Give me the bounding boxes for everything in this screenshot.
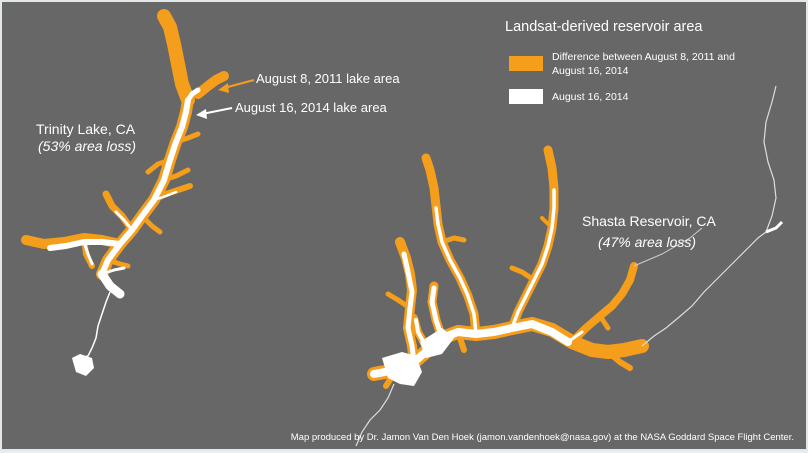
shasta-loss-label: (47% area loss) [598,234,697,250]
trinity-afterbay [72,354,94,376]
annotation-2011-lake-area: August 8, 2011 lake area [256,71,400,86]
legend-swatch-difference [509,56,543,71]
lower-mccloud-river [633,227,703,267]
shasta-reservoir [355,85,784,447]
trinity-loss-label: (53% area loss) [38,138,137,154]
shasta-lake-body [382,352,422,386]
arrow-2011-head [218,83,229,93]
arrow-2014-head [196,109,207,119]
legend-label-difference: Difference between August 8, 2011 and Au… [552,51,735,77]
arrow-2014 [201,107,233,115]
pit-river [641,231,767,347]
upper-river-white [765,220,784,234]
trinity-lake-label: Trinity Lake, CA [36,121,136,137]
shasta-lake-body-2 [420,328,454,358]
map-credit: Map produced by Dr. Jamon Van Den Hoek (… [290,432,794,443]
legend-label-2014: August 16, 2014 [552,91,629,103]
upper-pit-river [763,85,777,233]
legend-title: Landsat-derived reservoir area [505,19,703,35]
trinity-lake [21,9,229,376]
shasta-reservoir-label: Shasta Reservoir, CA [582,213,716,229]
annotation-arrows [196,79,255,119]
annotation-2014-lake-area: August 16, 2014 lake area [235,100,387,115]
legend-swatch-2014 [509,89,543,104]
sacramento-river [355,383,395,447]
trinity-2014-area [47,87,201,299]
arrow-2011 [223,79,255,89]
